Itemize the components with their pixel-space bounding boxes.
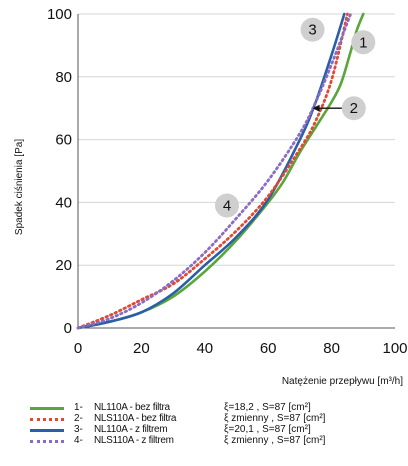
- y-tick-label-80: 80: [55, 69, 72, 86]
- legend-formula-3: ξ=20,1 , S=87 [cm²]: [224, 424, 311, 435]
- legend: 1- NL110A - bez filtra ξ=18,2 , S=87 [cm²]…: [30, 402, 400, 446]
- legend-swatch-3: [30, 429, 64, 432]
- legend-entry-4: 4- NLS110A - z filtrem ξ zmienny , S=87 [c…: [30, 435, 400, 446]
- x-axis-label: Natężenie przepływu [m³/h]: [282, 376, 403, 387]
- callout-label-1: 1: [359, 34, 367, 51]
- chart-svg: 0 20 40 60 80 100 0 20 40 60 80 100 1 2 3 4 Spadek ciś…: [14, 6, 408, 387]
- legend-name-3: NL110A - z filtrem: [94, 424, 168, 435]
- callouts: 1 2 3 4: [214, 17, 376, 218]
- series-line-1: [76, 12, 365, 330]
- legend-entry-1: 1- NL110A - bez filtra ξ=18,2 , S=87 [cm²]: [30, 402, 400, 413]
- callout-circle-3: [300, 17, 325, 42]
- x-tick-label-60: 60: [260, 340, 277, 357]
- legend-swatch-1: [30, 407, 64, 410]
- x-tick-label-40: 40: [196, 340, 213, 357]
- legend-formula-4: ξ zmienny , S=87 [cm²]: [224, 435, 326, 446]
- axes: [77, 14, 395, 329]
- y-tick-label-100: 100: [47, 6, 72, 23]
- y-axis-label: Spadek ciśnienia [Pa]: [14, 139, 25, 235]
- x-tick-label-100: 100: [382, 340, 407, 357]
- callout-circle-4: [214, 193, 239, 218]
- grid-lines: [78, 13, 395, 266]
- legend-swatch-2: [30, 418, 64, 421]
- callout-label-4: 4: [223, 198, 231, 215]
- series-line-2: [76, 12, 349, 330]
- callout-label-2: 2: [350, 100, 358, 117]
- y-tick-label-40: 40: [55, 194, 72, 211]
- y-tick-label-60: 60: [55, 132, 72, 149]
- legend-formula-2: ξ zmienny , S=87 [cm²]: [224, 413, 326, 424]
- series-line-3: [76, 12, 346, 330]
- legend-name-4: NLS110A - z filtrem: [94, 435, 174, 446]
- series-lines: [76, 12, 365, 330]
- legend-name-2: NLS110A - bez filtra: [94, 413, 177, 424]
- callout-circle-1: [351, 30, 376, 55]
- y-tick-label-0: 0: [64, 320, 72, 337]
- legend-formula-1: ξ=18,2 , S=87 [cm²]: [224, 402, 311, 413]
- legend-entry-3: 3- NL110A - z filtrem ξ=20,1 , S=87 [cm²]: [30, 424, 400, 435]
- x-tick-label-0: 0: [74, 340, 82, 357]
- series-line-4: [76, 12, 352, 330]
- callout-circle-2: [341, 96, 366, 121]
- x-tick-label-80: 80: [323, 340, 340, 357]
- legend-number-1: 1-: [74, 402, 83, 413]
- legend-name-1: NL110A - bez filtra: [94, 402, 170, 413]
- callout-label-3: 3: [308, 22, 316, 39]
- callout-arrow-head: [312, 104, 320, 112]
- legend-number-4: 4-: [74, 435, 83, 446]
- legend-number-3: 3-: [74, 424, 83, 435]
- y-tick-label-20: 20: [55, 257, 72, 274]
- tick-labels: 0 20 40 60 80 100 0 20 40 60 80 100: [47, 6, 408, 357]
- legend-swatch-4: [30, 440, 64, 443]
- legend-entry-2: 2- NLS110A - bez filtra ξ zmienny , S=87 […: [30, 413, 400, 424]
- x-tick-label-20: 20: [133, 340, 150, 357]
- legend-number-2: 2-: [74, 413, 83, 424]
